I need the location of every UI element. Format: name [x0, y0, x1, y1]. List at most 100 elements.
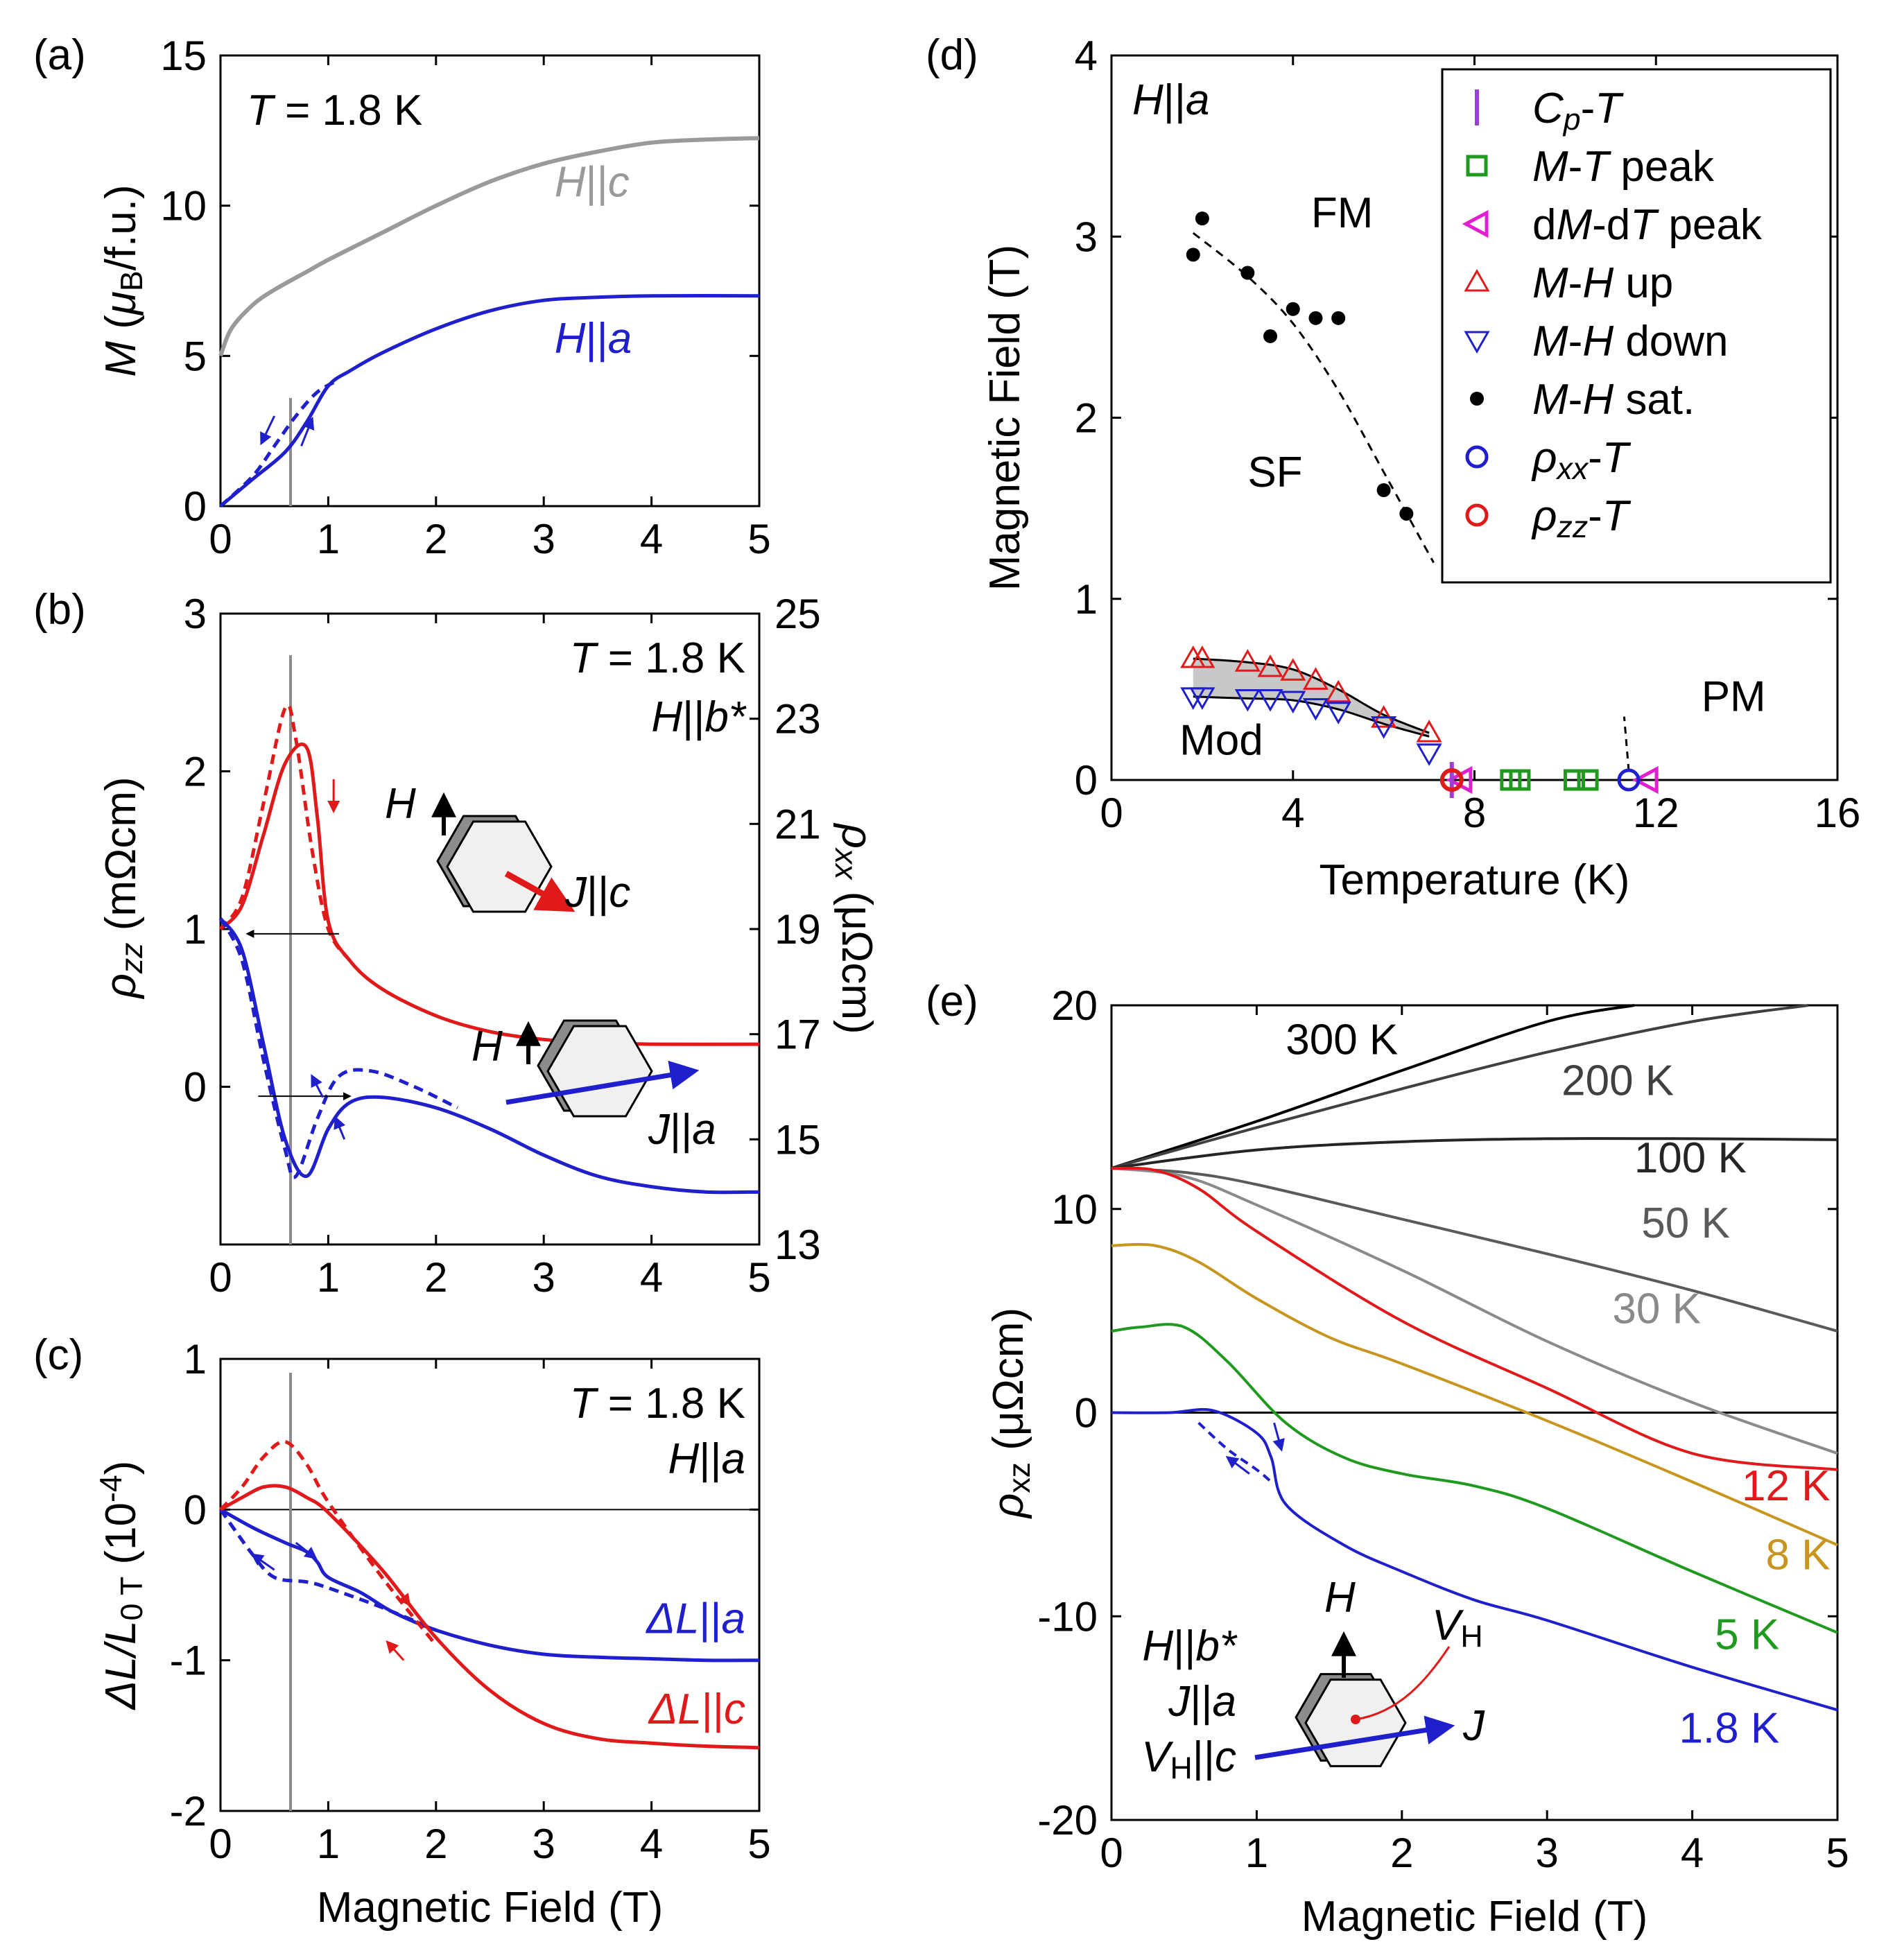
- marker-triangle-left: [1462, 209, 1489, 239]
- inset-label: J: [1462, 1702, 1485, 1750]
- sweep-arrow: [1272, 1422, 1285, 1452]
- pm-boundary: [1623, 716, 1630, 772]
- x-tick-label: 4: [640, 516, 663, 562]
- panel-label: (b): [33, 586, 86, 634]
- text-part: μ: [97, 291, 145, 316]
- series-down: [1197, 1421, 1272, 1483]
- mh-down-point: [1189, 687, 1215, 710]
- text-part: b*: [704, 693, 746, 741]
- marker-triangle-up: [1464, 268, 1490, 292]
- series-12K: [1111, 1166, 1838, 1471]
- text-part: p: [1562, 103, 1581, 137]
- legend-label-rzz: ρzz-T: [1531, 492, 1632, 544]
- x-tick-label: 4: [1281, 790, 1304, 836]
- y-tick-label: -1: [170, 1638, 207, 1684]
- mh-sat-point: [1286, 302, 1300, 316]
- hex-face: [446, 820, 553, 913]
- inset-label: H: [1324, 1574, 1356, 1622]
- y-tick-label: 1: [1075, 576, 1098, 623]
- text-part: = 1.8 K: [596, 1380, 745, 1428]
- text-part: M: [1532, 376, 1568, 424]
- hysteresis-region: [1193, 659, 1430, 737]
- y-tick-label: 20: [1051, 982, 1098, 1029]
- text-part: c: [724, 1685, 745, 1733]
- x-tick-label: 1: [1245, 1830, 1268, 1876]
- legend-label-rxx: ρxx-T: [1531, 434, 1632, 486]
- y-tick-label: 0: [184, 1064, 207, 1111]
- text-part: T: [1602, 492, 1632, 540]
- text-part: H: [555, 315, 586, 363]
- legend-marker: [1464, 268, 1490, 292]
- text-part: B: [115, 270, 149, 291]
- text-part: a: [1213, 1678, 1236, 1726]
- x-tick-label: 5: [1826, 1830, 1849, 1876]
- x-tick-label: 3: [533, 1254, 555, 1301]
- x-tick-label: 0: [209, 516, 232, 562]
- text-part: xx: [829, 847, 863, 881]
- series-h-a: [219, 294, 760, 508]
- y-right-tick-label: 23: [775, 696, 821, 743]
- text-part: M: [1532, 259, 1568, 307]
- text-part: 0 T: [115, 1577, 149, 1621]
- x-tick-label: 5: [747, 1821, 770, 1867]
- x-tick-label: 5: [747, 516, 770, 562]
- x-tick-label: 2: [424, 1254, 447, 1301]
- text-part: ρ: [97, 973, 145, 1000]
- x-tick-label: 0: [209, 1254, 232, 1301]
- y-right-axis-label: ρxx (μΩcm): [829, 822, 881, 1034]
- series-dl-c-down: [219, 1439, 438, 1647]
- text-part: a: [692, 1106, 716, 1154]
- text-part: ΔL/L: [97, 1621, 145, 1711]
- text-part: T: [570, 1380, 599, 1428]
- text-part: a: [722, 1595, 745, 1643]
- axes-c: 0 1 2 3 4 5-2-101(c)T = 1.8 KH||aΔL||aΔL||cMa…: [33, 1331, 771, 1932]
- text-part: H: [1582, 318, 1614, 365]
- series-label: 1.8 K: [1679, 1704, 1779, 1752]
- text-part: peak: [1609, 143, 1715, 191]
- x-axis-label: Temperature (K): [1320, 856, 1630, 904]
- sweep-down-arrow: [260, 415, 276, 446]
- text-part: M: [1532, 143, 1568, 191]
- y-right-tick-label: 13: [775, 1222, 821, 1268]
- mh-up-point: [1280, 658, 1306, 681]
- text-part: ΔL: [645, 1595, 699, 1643]
- text-part: /f.u.): [97, 184, 145, 270]
- x-tick-label: 0: [209, 1821, 232, 1867]
- text-part: H: [1460, 1620, 1482, 1654]
- legend-label-mhsat: M-H sat.: [1532, 376, 1695, 424]
- dmdt-peak-point: [1632, 765, 1659, 795]
- text-part: down: [1614, 318, 1728, 365]
- text-part: J: [648, 1106, 671, 1154]
- text-part: ||: [670, 1106, 692, 1154]
- legend-marker: [1470, 392, 1484, 406]
- text-part: ||: [682, 693, 704, 741]
- text-part: H: [668, 1435, 700, 1483]
- text-part: T: [570, 634, 599, 682]
- y-axis-label: ρxz (μΩcm): [985, 1308, 1037, 1519]
- y-tick-label: 0: [184, 1486, 207, 1533]
- crystal-inset-2: [537, 1019, 653, 1118]
- series-label: H||a: [555, 315, 632, 363]
- y-tick-label: 4: [1075, 33, 1098, 79]
- x-tick-label: 8: [1463, 790, 1486, 836]
- current-arrow: [1254, 1715, 1455, 1760]
- legend-label-mt: M-T peak: [1532, 143, 1715, 191]
- text-part: -: [1568, 143, 1583, 191]
- y-axis-label: M (μB/f.u.): [97, 184, 149, 376]
- legend-label-cp: Cp-T: [1532, 85, 1624, 137]
- x-tick-label: 16: [1815, 790, 1861, 836]
- inset-label: H: [472, 1023, 503, 1070]
- text-part: = 1.8 K: [596, 634, 745, 682]
- text-part: -: [1588, 434, 1602, 482]
- text-part: ||: [586, 159, 608, 207]
- text-part: ΔL: [648, 1685, 702, 1733]
- marker-square: [1466, 155, 1488, 177]
- mh-sat-point: [1263, 329, 1278, 343]
- hex-face: [546, 1025, 653, 1118]
- text-part: zz: [115, 943, 149, 975]
- y-axis-label: ΔL/L0 T (10-4): [94, 1461, 149, 1711]
- text-part: up: [1614, 259, 1673, 307]
- series-label: 30 K: [1612, 1285, 1701, 1333]
